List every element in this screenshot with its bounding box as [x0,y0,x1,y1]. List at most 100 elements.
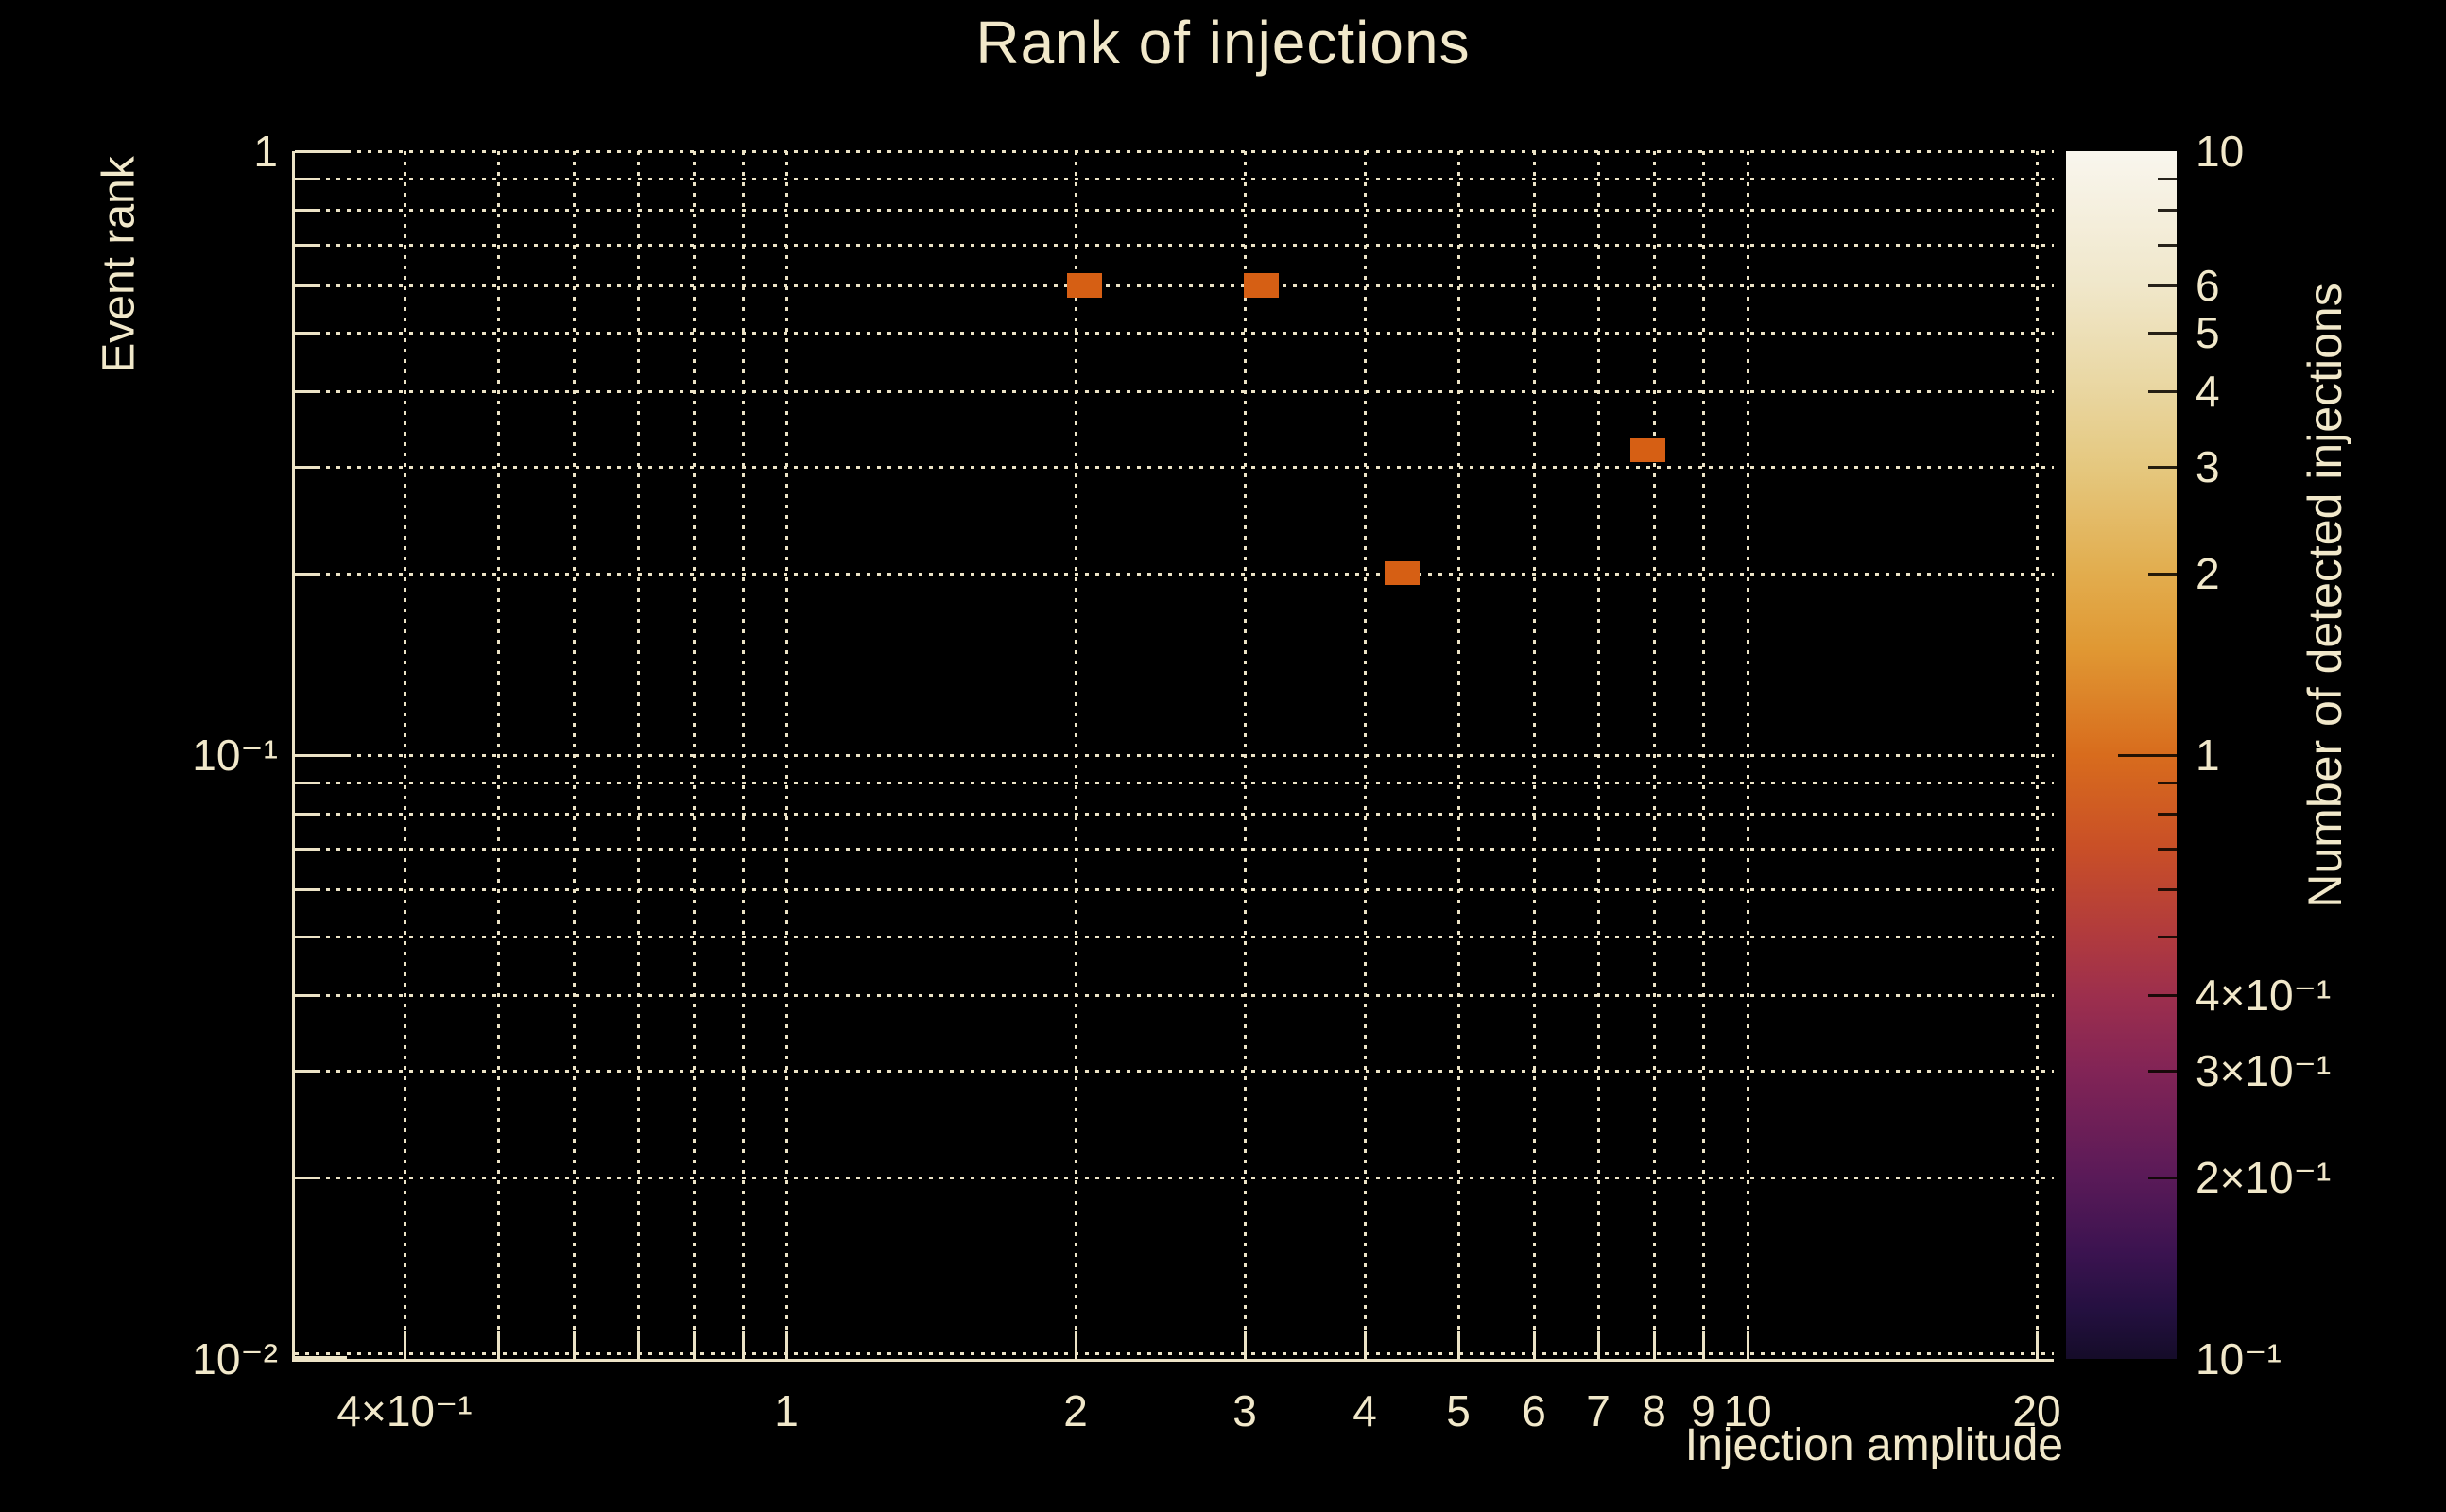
x-axis-tick [742,1331,745,1359]
y-gridline [295,244,2054,247]
plot-frame [295,150,2054,1359]
x-axis-tick [1747,1331,1749,1359]
y-axis-tick [295,1356,347,1359]
x-axis-tick [1653,1331,1656,1359]
y-gridline [295,390,2054,393]
x-axis-tick [1075,1331,1077,1359]
colorbar-tick-label: 1 [2196,730,2220,780]
x-axis-tick [1533,1331,1536,1359]
x-tick-label: 5 [1446,1386,1471,1435]
x-tick-label: 9 [1691,1386,1715,1435]
x-axis-tick [404,1331,406,1359]
colorbar-tick [2158,209,2177,212]
y-gridline [295,994,2054,997]
colorbar-tick [2148,284,2177,287]
colorbar-tick [2158,813,2177,816]
y-gridline [295,1177,2054,1179]
x-tick-label: 8 [1642,1386,1666,1435]
x-axis-tick [1364,1331,1367,1359]
colorbar-tick-label: 4 [2196,367,2220,416]
colorbar-tick-label: 3 [2196,442,2220,491]
colorbar-tick [2158,936,2177,938]
histogram-bin [1384,560,1420,586]
colorbar-tick [2148,1177,2177,1179]
y-axis-tick [295,994,320,997]
y-gridline [295,150,2054,153]
x-tick-label: 2 [1063,1386,1088,1435]
y-axis-tick [295,782,320,784]
colorbar-tick-label: 4×10⁻¹ [2196,971,2332,1020]
y-axis-tick [295,848,320,850]
colorbar-tick [2118,754,2177,757]
colorbar-title: Number of detected injections [2299,283,2351,908]
x-axis-tick [637,1331,640,1359]
x-axis-tick [1457,1331,1460,1359]
colorbar-tick [2148,994,2177,997]
x-tick-label: 10 [1723,1386,1772,1435]
colorbar-tick [2158,888,2177,891]
y-tick-label: 10⁻¹ [192,730,278,780]
histogram-bin [1066,273,1102,298]
y-tick-label: 1 [253,127,278,176]
x-tick-label: 7 [1586,1386,1611,1435]
y-axis-tick [295,888,320,891]
y-gridline [295,782,2054,784]
colorbar-tick-label: 10 [2196,127,2245,176]
y-gridline [295,1352,2054,1355]
x-tick-label: 1 [774,1386,799,1435]
colorbar-tick-label: 6 [2196,261,2220,310]
colorbar-tick-label: 5 [2196,308,2220,357]
y-axis-tick [295,1177,320,1179]
colorbar-tick [2158,848,2177,850]
colorbar-tick [2148,390,2177,393]
colorbar-tick [2148,573,2177,576]
colorbar-tick [2158,178,2177,180]
colorbar-tick-label: 2 [2196,549,2220,598]
x-axis-tick [1702,1331,1705,1359]
y-axis-tick [295,244,320,247]
colorbar-tick [2148,1070,2177,1073]
y-gridline [295,936,2054,938]
y-tick-label: 10⁻² [192,1334,278,1383]
colorbar-tick [2148,466,2177,469]
y-gridline [295,178,2054,180]
x-tick-label: 4 [1352,1386,1377,1435]
x-tick-label: 20 [2012,1386,2061,1435]
y-gridline [295,209,2054,212]
y-axis-tick [295,390,320,393]
colorbar-tick [2158,244,2177,247]
x-axis-tick [1244,1331,1247,1359]
y-axis-tick [295,178,320,180]
y-gridline [295,754,2054,757]
y-axis-tick [295,284,320,287]
y-axis-tick [295,332,320,335]
x-axis-tick [1597,1331,1600,1359]
y-gridline [295,284,2054,287]
y-gridline [295,1070,2054,1073]
histogram-bin [1244,273,1280,298]
colorbar-tick [2148,332,2177,335]
colorbar-tick-label: 10⁻¹ [2196,1334,2282,1383]
y-gridline [295,332,2054,335]
y-axis-tick [295,813,320,816]
histogram-bin [1629,438,1665,462]
x-axis-line [292,1359,2054,1362]
x-axis-tick [2036,1331,2039,1359]
y-axis-tick [295,209,320,212]
colorbar-tick-label: 3×10⁻¹ [2196,1046,2332,1095]
x-axis-tick [785,1331,788,1359]
x-axis-title: Injection amplitude [1684,1420,2063,1470]
x-tick-label: 3 [1232,1386,1257,1435]
y-gridline [295,573,2054,576]
y-axis-tick [295,1070,320,1073]
x-axis-tick [693,1331,696,1359]
y-gridline [295,848,2054,850]
y-axis-tick [295,936,320,938]
y-gridline [295,888,2054,891]
y-axis-tick [295,466,320,469]
y-axis-line [292,151,295,1362]
x-axis-tick [573,1331,576,1359]
colorbar-tick-label: 2×10⁻¹ [2196,1153,2332,1202]
page-title: Rank of injections [975,9,1471,77]
